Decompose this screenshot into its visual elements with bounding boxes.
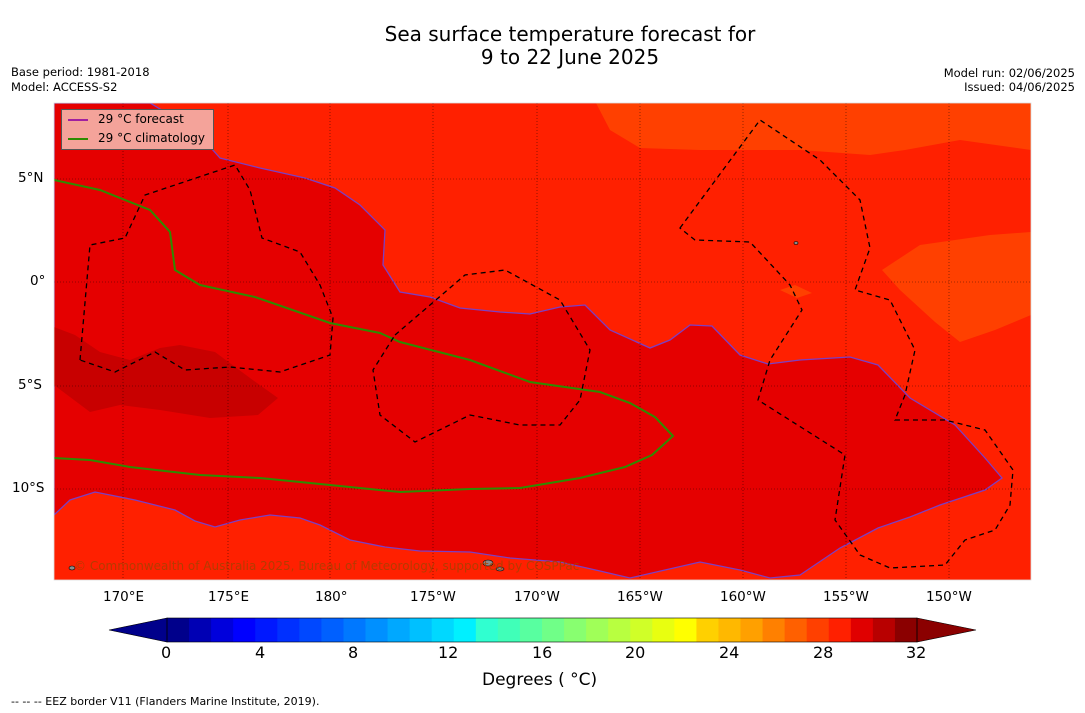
colorbar-cell (564, 618, 587, 642)
lon-label-180: 180° (315, 589, 348, 605)
colorbar-tick-8: 8 (348, 643, 359, 662)
climatology-line-swatch (68, 138, 88, 140)
colorbar-cell (762, 618, 786, 642)
colorbar-cell (167, 618, 190, 642)
cool-region-north (596, 103, 1031, 155)
gridlines (54, 103, 1031, 580)
colorbar-cell (718, 618, 742, 642)
legend-climatology-label: 29 °C climatology (98, 131, 206, 145)
hot-region (54, 103, 1003, 579)
legend-forecast-label: 29 °C forecast (98, 112, 184, 126)
lat-label-0: 0° (30, 273, 46, 289)
colorbar-tick-4: 4 (255, 643, 266, 662)
lon-label-175e: 175°E (208, 589, 250, 605)
colorbar-extend-high (916, 617, 977, 643)
colorbar-cell (365, 618, 389, 642)
map-legend: 29 °C forecast 29 °C climatology (61, 109, 214, 150)
colorbar-cell (233, 618, 256, 642)
colorbar-cell (321, 618, 344, 642)
model-name: Model: ACCESS-S2 (11, 80, 118, 94)
model-run: Model run: 02/06/2025 (943, 66, 1075, 80)
colorbar-tick-0: 0 (161, 643, 172, 662)
colorbar-cell (299, 618, 322, 642)
lat-label-5n: 5°N (18, 170, 44, 186)
colorbar-cell (828, 618, 852, 642)
cool-patch (780, 285, 812, 298)
page-subtitle: 9 to 22 June 2025 (480, 45, 660, 69)
colorbar-cell (586, 618, 609, 642)
page-title: Sea surface temperature forecast for (384, 22, 756, 46)
colorbar-cell (431, 618, 455, 642)
lon-label-155w: 155°W (823, 589, 869, 605)
colorbar-cell (519, 618, 543, 642)
colorbar-cell (652, 618, 675, 642)
colorbar-cell (674, 618, 697, 642)
lon-label-150w: 150°W (926, 589, 972, 605)
colorbar-cell (189, 618, 212, 642)
colorbar-cell (608, 618, 631, 642)
colorbar-cell (475, 618, 499, 642)
colorbar-tick-20: 20 (625, 643, 646, 662)
colorbar-cell (277, 618, 300, 642)
colorbar-cell (806, 618, 830, 642)
colorbar-cell (211, 618, 234, 642)
lon-label-170w: 170°W (514, 589, 560, 605)
colorbar-cell (894, 618, 918, 642)
islands (68, 241, 799, 572)
colorbar-cell (850, 618, 874, 642)
colorbar-tick-24: 24 (719, 643, 740, 662)
colorbar-tick-32: 32 (906, 643, 927, 662)
colorbar-cells (167, 618, 918, 642)
colorbar-cell (387, 618, 411, 642)
colorbar-frame (166, 617, 918, 643)
eez-borders (79, 119, 1014, 569)
colorbar-extend-low (108, 617, 168, 643)
lon-label-170e: 170°E (103, 589, 145, 605)
cool-region-east (882, 232, 1031, 342)
hottest-region (54, 327, 278, 418)
forecast-line-swatch (68, 119, 88, 121)
colorbar-cell (497, 618, 521, 642)
colorbar-tick-16: 16 (532, 643, 553, 662)
colorbar-cell (255, 618, 278, 642)
lat-label-10s: 10°S (12, 480, 45, 496)
colorbar-cell (343, 618, 367, 642)
map-frame (53, 102, 1032, 581)
lat-label-5s: 5°S (18, 377, 42, 393)
colorbar-cell (542, 618, 565, 642)
colorbar-cell (696, 618, 719, 642)
lon-label-175w: 175°W (410, 589, 456, 605)
colorbar-cell (872, 618, 896, 642)
eez-footnote: -- -- -- EEZ border V11 (Flanders Marine… (11, 695, 320, 708)
colorbar-axis-label: Degrees ( °C) (482, 670, 598, 690)
colorbar-cell (740, 618, 764, 642)
colorbar-cell (409, 618, 433, 642)
lon-label-160w: 160°W (720, 589, 766, 605)
climatology-29c-line (54, 179, 675, 494)
copyright-notice: © Commonwealth of Australia 2025, Bureau… (74, 559, 579, 573)
lon-label-165w: 165°W (617, 589, 663, 605)
colorbar-cell (453, 618, 477, 642)
colorbar-tick-28: 28 (813, 643, 834, 662)
issued-date: Issued: 04/06/2025 (964, 80, 1075, 94)
base-period: Base period: 1981-2018 (11, 65, 150, 79)
colorbar-cell (630, 618, 653, 642)
colorbar-tick-12: 12 (438, 643, 459, 662)
colorbar-cell (784, 618, 808, 642)
